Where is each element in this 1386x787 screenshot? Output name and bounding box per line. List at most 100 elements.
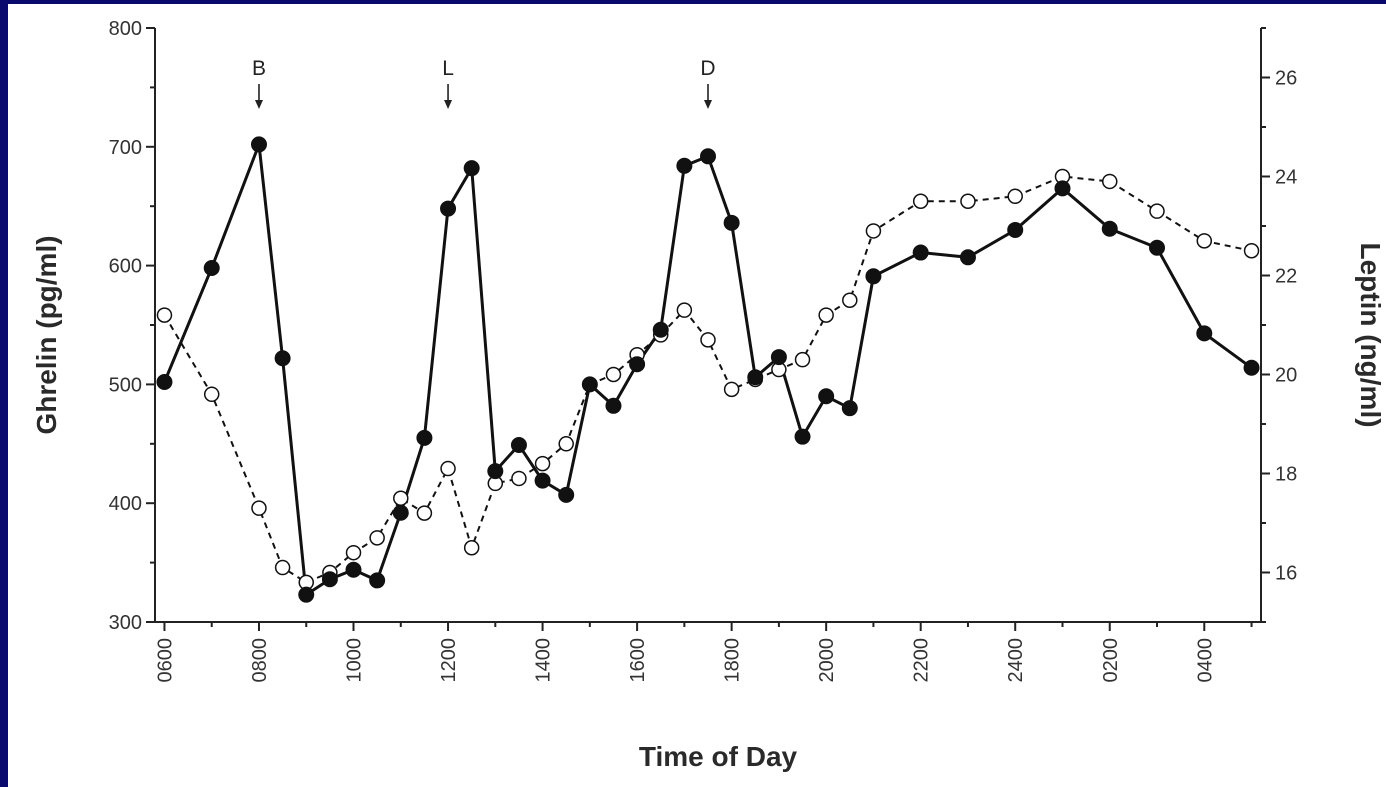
- y-right-tick-label: 20: [1275, 365, 1297, 387]
- y-axis-right-title: Leptin (ng/ml): [1355, 242, 1386, 427]
- leptin-point: [605, 366, 622, 383]
- leptin-point: [463, 540, 480, 556]
- ghrelin-point: [912, 244, 929, 261]
- x-tick-label: 0600: [154, 638, 176, 683]
- x-tick-label: 0200: [1100, 638, 1122, 683]
- ghrelin-point: [345, 561, 362, 578]
- meal-arrow-head: [704, 100, 712, 109]
- y-left-tick-label: 600: [109, 256, 142, 278]
- leptin-point: [511, 470, 527, 487]
- x-tick-label: 2200: [911, 638, 933, 683]
- ghrelin-point: [1196, 325, 1213, 342]
- leptin-point: [440, 460, 456, 477]
- ghrelin-point: [629, 356, 646, 373]
- x-tick-label: 2400: [1005, 638, 1027, 683]
- leptin-point: [842, 292, 858, 308]
- leptin-point: [865, 223, 882, 239]
- leptin-point: [818, 307, 834, 323]
- chart-figure: 300 400 500 600 700 800 16 18 20 22 24 26 0600 0800 10…: [8, 4, 1386, 787]
- ghrelin-point: [487, 463, 504, 480]
- leptin-point: [345, 544, 362, 561]
- ghrelin-point: [298, 586, 315, 603]
- ghrelin-leptin-chart: 300 400 500 600 700 800 16 18 20 22 24 26 0600 0800 10…: [31, 18, 1386, 772]
- ghrelin-point: [794, 428, 811, 445]
- ghrelin-point: [723, 214, 740, 231]
- ghrelin-point: [274, 350, 291, 367]
- y-left-tick-label: 500: [109, 374, 142, 396]
- ghrelin-point: [841, 400, 858, 417]
- leptin-point: [534, 455, 551, 472]
- ghrelin-point: [440, 200, 457, 217]
- leptin-point: [1243, 243, 1260, 259]
- ghrelin-point: [392, 504, 409, 521]
- ghrelin-point: [770, 349, 787, 366]
- leptin-point: [912, 193, 929, 209]
- ghrelin-point: [416, 429, 433, 446]
- leptin-point: [1007, 188, 1023, 205]
- meal-label: D: [700, 57, 715, 80]
- ghrelin-point: [156, 374, 173, 391]
- leptin-point: [369, 530, 385, 546]
- leptin-point: [416, 505, 433, 521]
- ghrelin-point: [1243, 359, 1260, 376]
- leptin-point: [960, 193, 976, 209]
- ghrelin-point: [463, 160, 480, 177]
- x-tick-label: 1400: [533, 638, 555, 683]
- x-tick-label: 1600: [627, 638, 649, 683]
- meal-label: L: [442, 57, 454, 80]
- ghrelin-point: [1007, 221, 1024, 238]
- y-left-tick-label: 400: [109, 493, 142, 515]
- ghrelin-point: [605, 397, 622, 414]
- leptin-point: [203, 386, 220, 403]
- leptin-point: [156, 307, 173, 323]
- ghrelin-series-line: [163, 143, 1253, 598]
- y-right-tick-label: 24: [1275, 167, 1297, 189]
- ghrelin-point: [865, 268, 882, 285]
- ghrelin-point: [700, 148, 716, 165]
- ghrelin-point: [510, 436, 527, 453]
- x-tick-label: 1000: [344, 638, 366, 683]
- leptin-point: [794, 351, 811, 368]
- meal-arrow-head: [254, 100, 263, 109]
- leptin-point: [558, 436, 574, 452]
- x-axis-title: Time of Day: [639, 741, 798, 772]
- leptin-point: [700, 332, 716, 348]
- y-left-tick-label: 800: [109, 18, 142, 40]
- meal-arrow-head: [444, 100, 453, 109]
- ghrelin-point: [818, 388, 835, 405]
- y-left-tick-label: 700: [109, 137, 142, 159]
- ghrelin-point: [959, 249, 976, 266]
- ghrelin-point: [1149, 239, 1166, 256]
- ghrelin-point: [558, 486, 575, 503]
- leptin-point: [723, 381, 740, 398]
- y-axis-left-title: Ghrelin (pg/ml): [31, 235, 62, 434]
- leptin-point: [1102, 173, 1118, 190]
- leptin-point: [1196, 233, 1213, 249]
- leptin-point: [1149, 203, 1165, 219]
- y-right-tick-label: 18: [1275, 464, 1297, 486]
- ghrelin-point: [747, 369, 764, 386]
- leptin-point: [251, 500, 267, 516]
- ghrelin-point: [534, 472, 551, 489]
- ghrelin-point: [203, 259, 220, 276]
- leptin-point: [274, 559, 291, 576]
- y-right-tick-label: 22: [1275, 266, 1297, 288]
- ghrelin-point: [676, 157, 693, 174]
- ghrelin-point: [321, 571, 338, 588]
- x-tick-label: 1200: [438, 638, 460, 683]
- leptin-point: [393, 490, 409, 506]
- y-right-tick-label: 16: [1275, 563, 1297, 585]
- leptin-series-line: [163, 175, 1252, 584]
- x-tick-label: 1800: [722, 638, 744, 683]
- ghrelin-point: [369, 572, 386, 589]
- ghrelin-point: [581, 376, 598, 393]
- ghrelin-point: [250, 136, 267, 153]
- x-tick-label: 0400: [1194, 638, 1216, 683]
- x-tick-label: 2000: [816, 638, 838, 683]
- ghrelin-point: [1054, 180, 1071, 197]
- y-right-tick-label: 26: [1275, 68, 1297, 90]
- leptin-point: [676, 302, 693, 318]
- x-tick-label: 0800: [249, 638, 271, 683]
- ghrelin-point: [1101, 220, 1118, 237]
- y-left-tick-label: 300: [109, 612, 142, 634]
